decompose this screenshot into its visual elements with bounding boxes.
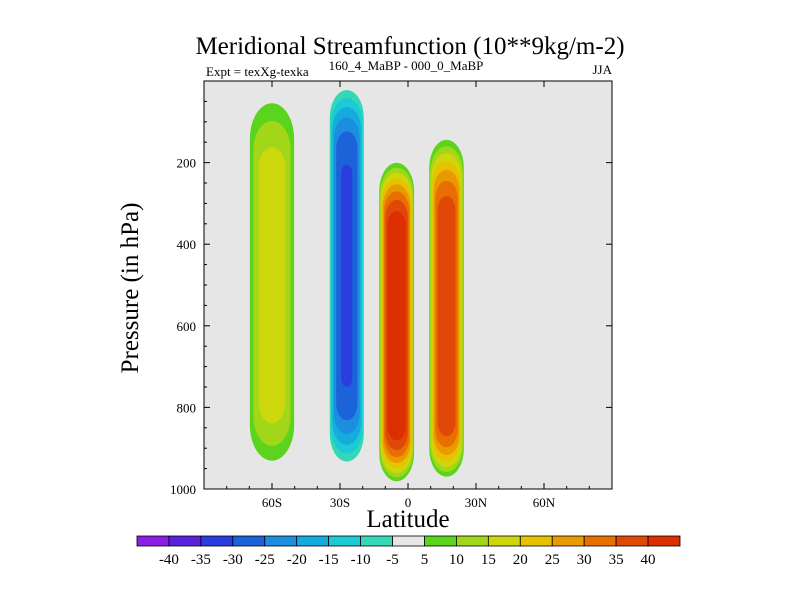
colorbar-swatch [456,535,489,547]
chart-title: Meridional Streamfunction (10**9kg/m-2) [195,33,624,60]
colorbar-level-label: 15 [481,552,496,568]
colorbar-level-label: 40 [641,552,656,568]
colorbar: -40 -35 -30 -25 -20 -15 -10 -5 5 10 15 20 25 30 35 40 [136,535,681,568]
colorbar-level-label: -5 [386,552,399,568]
colorbar-level-label: 25 [545,552,560,568]
colorbar-level-label: 5 [421,552,429,568]
colorbar-level-label: 35 [609,552,624,568]
colorbar-swatch [264,535,298,547]
sh-positive-cell [249,103,295,461]
y-tick-label: 1000 [170,482,196,497]
colorbar-level-label: -20 [287,552,307,568]
x-tick-label: 0 [405,495,412,510]
colorbar-level-label: -30 [223,552,243,568]
colorbar-swatch [583,535,617,547]
hadley-cell-positive [379,162,415,482]
colorbar-swatch [487,535,521,547]
experiment-label: Expt = texXg-texka [206,64,309,79]
colorbar-level-label: -40 [159,552,179,568]
colorbar-swatch [424,535,457,547]
colorbar-level-label: -35 [191,552,211,568]
contour-band [437,196,456,437]
season-label: JJA [592,62,612,77]
y-tick-label: 600 [177,319,197,334]
sh-negative-cell [329,90,364,462]
colorbar-swatch [360,535,393,547]
y-tick-label: 800 [177,400,197,415]
colorbar-swatch [296,535,330,547]
x-tick-label: 60S [262,495,282,510]
colorbar-swatch [519,535,553,547]
colorbar-level-label: 20 [513,552,528,568]
contour-field [249,90,464,482]
colorbar-swatch [392,535,425,547]
y-axis-title: Pressure (in hPa) [117,203,144,374]
contour-band [387,211,406,441]
contour-band [341,164,353,387]
colorbar-swatch [232,535,266,547]
x-tick-label: 30S [330,495,350,510]
colorbar-swatch [647,535,681,547]
colorbar-level-label: 10 [449,552,464,568]
contour-band [258,147,286,424]
colorbar-swatch [615,535,649,547]
colorbar-swatch [136,535,170,547]
colorbar-swatch [200,535,234,547]
x-tick-label: 30N [465,495,488,510]
x-axis: 60S 30S 0 30N 60N [226,81,590,510]
colorbar-level-label: -25 [255,552,275,568]
y-axis: 200 400 600 800 1000 [170,100,612,497]
colorbar-swatch [328,535,361,547]
nh-positive-cell [429,139,464,477]
colorbar-swatch [168,535,202,547]
y-tick-label: 400 [177,237,197,252]
x-axis-title: Latitude [366,506,449,533]
colorbar-level-label: 30 [577,552,592,568]
x-tick-label: 60N [533,495,556,510]
y-tick-label: 200 [177,156,197,171]
period-difference-label: 160_4_MaBP - 000_0_MaBP [329,58,484,73]
colorbar-swatch [551,535,585,547]
colorbar-level-label: -10 [351,552,371,568]
colorbar-level-label: -15 [319,552,339,568]
